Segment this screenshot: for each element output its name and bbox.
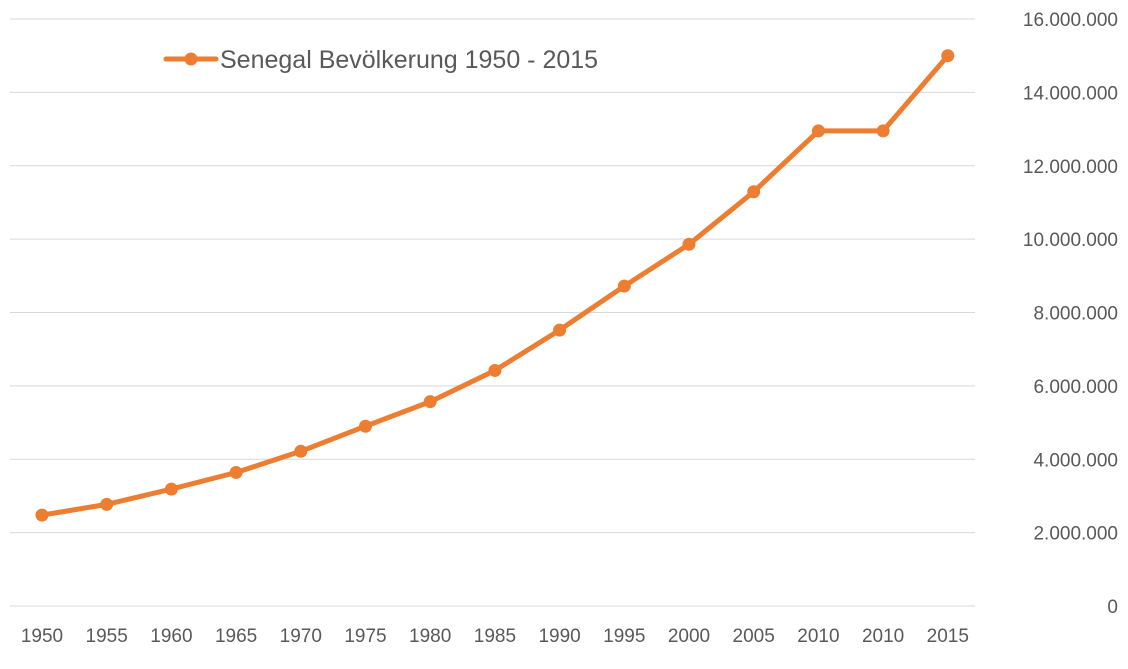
y-tick-label: 0 [1107, 597, 1118, 618]
data-point [682, 237, 696, 251]
series-line [39, 53, 951, 518]
y-tick-label: 6.000.000 [1033, 377, 1118, 398]
y-tick-label: 2.000.000 [1033, 524, 1118, 545]
x-tick-label: 1990 [538, 626, 580, 647]
x-tick-label: 2015 [927, 626, 969, 647]
gridlines [10, 18, 975, 607]
y-tick-label: 4.000.000 [1033, 450, 1118, 471]
x-tick-label: 1955 [86, 626, 128, 647]
legend-label: Senegal Bevölkerung 1950 - 2015 [220, 46, 598, 74]
data-point [423, 395, 437, 409]
data-point [359, 419, 372, 433]
x-tick-label: 2010 [797, 626, 839, 647]
data-point [100, 497, 114, 511]
x-tick-label: 2010 [862, 626, 904, 647]
x-tick-label: 2005 [733, 626, 775, 647]
x-tick-label: 1960 [150, 626, 192, 647]
series-layer [35, 49, 955, 522]
data-point [941, 49, 955, 63]
x-tick-label: 1965 [215, 626, 257, 647]
y-tick-label: 16.000.000 [1023, 10, 1118, 31]
y-tick-label: 12.000.000 [1023, 157, 1118, 178]
x-tick-label: 1980 [409, 626, 451, 647]
x-tick-label: 1950 [21, 626, 63, 647]
data-point [747, 185, 761, 199]
x-tick-label: 1985 [474, 626, 516, 647]
data-point [229, 465, 243, 479]
y-tick-label: 14.000.000 [1023, 83, 1118, 104]
data-point [294, 444, 308, 458]
x-axis-tick-labels: 1950 1955 1960 1965 1970 1975 1980 1985 1990 1995… [21, 626, 969, 647]
legend-marker-icon [184, 52, 198, 66]
y-axis-tick-labels: 0 2.000.000 4.000.000 6.000.000 8.000.000 10.… [1023, 10, 1118, 618]
data-point [617, 279, 631, 293]
data-point [553, 323, 567, 337]
x-tick-label: 1995 [603, 626, 645, 647]
data-point [876, 124, 890, 138]
data-point [811, 124, 825, 138]
legend: Senegal Bevölkerung 1950 - 2015 [163, 46, 598, 74]
x-tick-label: 2000 [668, 626, 710, 647]
data-point [164, 482, 178, 496]
x-tick-label: 1970 [280, 626, 322, 647]
y-tick-label: 8.000.000 [1033, 304, 1118, 325]
y-tick-label: 10.000.000 [1023, 230, 1118, 251]
data-point [35, 508, 49, 522]
data-point [488, 363, 502, 377]
x-tick-label: 1975 [344, 626, 386, 647]
